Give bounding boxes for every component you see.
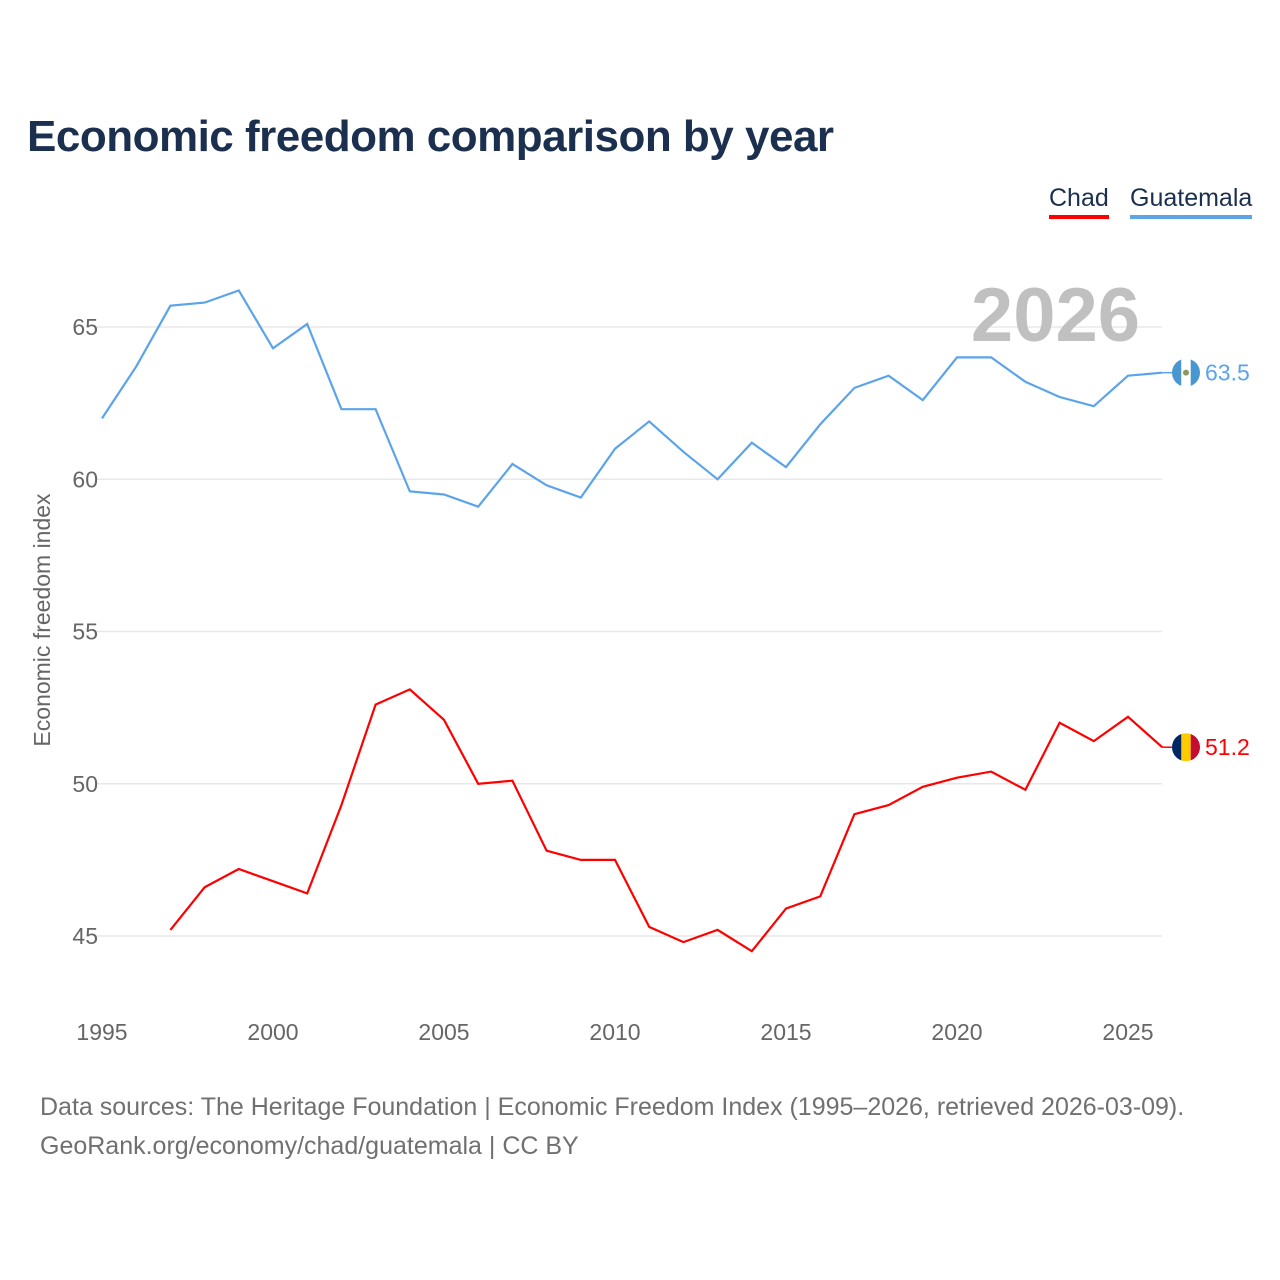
footer-sources: Data sources: The Heritage Foundation | … <box>40 1093 1185 1121</box>
chart-title: Economic freedom comparison by year <box>27 112 834 161</box>
y-tick-label: 55 <box>72 619 98 645</box>
y-tick-label: 50 <box>72 771 98 797</box>
y-tick-label: 60 <box>72 466 98 492</box>
x-tick-label: 2010 <box>589 1019 640 1045</box>
x-tick-label: 2025 <box>1102 1019 1153 1045</box>
series-line-guatemala <box>101 289 1163 508</box>
footer-credit[interactable]: GeoRank.org/economy/chad/guatemala | CC … <box>40 1132 579 1160</box>
flag-guatemala-icon <box>1172 358 1200 387</box>
y-tick-label: 65 <box>72 314 98 340</box>
end-value-label: 51.2 <box>1205 734 1250 760</box>
end-value-label: 63.5 <box>1205 360 1250 386</box>
legend-item-chad[interactable]: Chad <box>1049 184 1109 219</box>
year-watermark: 2026 <box>971 273 1140 358</box>
x-tick-label: 2005 <box>418 1019 469 1045</box>
x-tick-label: 1995 <box>76 1019 127 1045</box>
series-line-chad <box>169 688 1163 953</box>
x-tick-label: 2015 <box>760 1019 811 1045</box>
flag-chad-icon <box>1172 733 1200 762</box>
y-tick-label: 45 <box>72 923 98 949</box>
y-axis-label: Economic freedom index <box>29 493 55 747</box>
legend-item-guatemala[interactable]: Guatemala <box>1130 184 1253 219</box>
x-tick-label: 2020 <box>931 1019 982 1045</box>
footer: Data sources: The Heritage Foundation | … <box>40 1088 1184 1166</box>
x-tick-label: 2000 <box>247 1019 298 1045</box>
